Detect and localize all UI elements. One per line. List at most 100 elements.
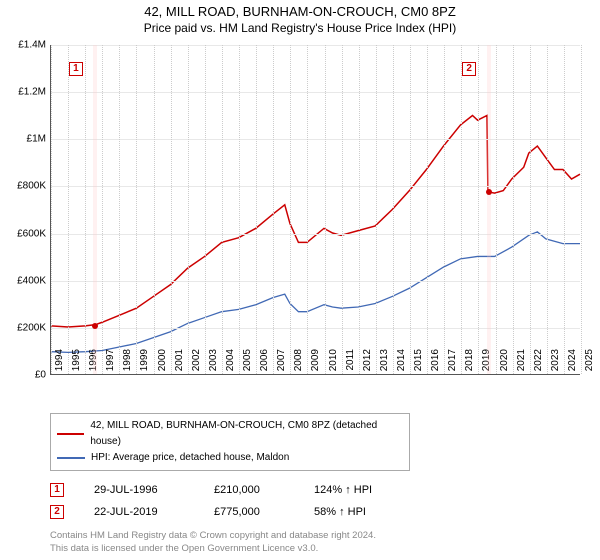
x-axis-tick-label: 2008 — [293, 349, 304, 379]
grid-line-v — [444, 45, 445, 374]
grid-line-v — [290, 45, 291, 374]
x-axis-tick-label: 2009 — [310, 349, 321, 379]
grid-line-v — [530, 45, 531, 374]
grid-line-v — [427, 45, 428, 374]
grid-line-h — [51, 186, 580, 187]
series-line — [51, 232, 580, 353]
grid-line-v — [581, 45, 582, 374]
grid-line-v — [513, 45, 514, 374]
grid-line-v — [205, 45, 206, 374]
legend-label: 42, MILL ROAD, BURNHAM-ON-CROUCH, CM0 8P… — [90, 418, 403, 450]
title-line-2: Price paid vs. HM Land Registry's House … — [0, 21, 600, 35]
x-axis-tick-label: 2011 — [345, 349, 356, 379]
grid-line-v — [136, 45, 137, 374]
transaction-row-marker: 2 — [50, 505, 64, 519]
grid-line-v — [239, 45, 240, 374]
grid-line-h — [51, 281, 580, 282]
x-axis-tick-label: 1999 — [139, 349, 150, 379]
x-axis-tick-label: 2014 — [396, 349, 407, 379]
grid-line-v — [222, 45, 223, 374]
grid-line-v — [171, 45, 172, 374]
x-axis-tick-label: 2003 — [208, 349, 219, 379]
x-axis-tick-label: 2016 — [430, 349, 441, 379]
y-axis-tick-label: £600K — [2, 228, 46, 239]
y-axis-tick-label: £400K — [2, 275, 46, 286]
x-axis-tick-label: 2001 — [174, 349, 185, 379]
legend-swatch — [57, 457, 85, 459]
transaction-row-marker: 1 — [50, 483, 64, 497]
x-axis-tick-label: 1998 — [122, 349, 133, 379]
x-axis-tick-label: 1994 — [54, 349, 65, 379]
chart-footer: Contains HM Land Registry data © Crown c… — [50, 529, 600, 555]
transaction-marker: 1 — [69, 62, 83, 76]
grid-line-v — [461, 45, 462, 374]
grid-line-v — [393, 45, 394, 374]
grid-line-v — [273, 45, 274, 374]
grid-line-h — [51, 45, 580, 46]
chart-title-block: 42, MILL ROAD, BURNHAM-ON-CROUCH, CM0 8P… — [0, 0, 600, 35]
grid-line-v — [154, 45, 155, 374]
y-axis-tick-label: £1M — [2, 134, 46, 145]
transaction-date: 29-JUL-1996 — [94, 484, 184, 496]
grid-line-h — [51, 234, 580, 235]
legend-swatch — [57, 433, 84, 435]
grid-line-v — [376, 45, 377, 374]
x-axis-tick-label: 2004 — [225, 349, 236, 379]
transaction-band — [487, 45, 491, 374]
grid-line-v — [68, 45, 69, 374]
transaction-hpi: 58% ↑ HPI — [314, 506, 404, 518]
legend-item: HPI: Average price, detached house, Mald… — [57, 450, 403, 466]
y-axis-tick-label: £0 — [2, 370, 46, 381]
x-axis-tick-label: 2017 — [447, 349, 458, 379]
grid-line-h — [51, 328, 580, 329]
y-axis-tick-label: £200K — [2, 322, 46, 333]
x-axis-tick-label: 2013 — [379, 349, 390, 379]
y-axis-tick-label: £1.4M — [2, 40, 46, 51]
grid-line-v — [342, 45, 343, 374]
x-axis-tick-label: 2012 — [362, 349, 373, 379]
transaction-row: 1 29-JUL-1996 £210,000 124% ↑ HPI — [50, 479, 600, 501]
grid-line-v — [307, 45, 308, 374]
grid-line-v — [564, 45, 565, 374]
grid-line-v — [547, 45, 548, 374]
grid-line-v — [410, 45, 411, 374]
legend-item: 42, MILL ROAD, BURNHAM-ON-CROUCH, CM0 8P… — [57, 418, 403, 450]
x-axis-tick-label: 2018 — [464, 349, 475, 379]
x-axis-tick-label: 2020 — [499, 349, 510, 379]
x-axis-tick-label: 2002 — [191, 349, 202, 379]
grid-line-h — [51, 92, 580, 93]
transaction-marker: 2 — [462, 62, 476, 76]
x-axis-tick-label: 2005 — [242, 349, 253, 379]
transaction-dot — [486, 189, 492, 195]
x-axis-tick-label: 2021 — [516, 349, 527, 379]
x-axis-tick-label: 1997 — [105, 349, 116, 379]
grid-line-v — [102, 45, 103, 374]
x-axis-tick-label: 2006 — [259, 349, 270, 379]
x-axis-tick-label: 2010 — [328, 349, 339, 379]
y-axis-tick-label: £1.2M — [2, 87, 46, 98]
transaction-row: 222-JUL-2019£775,00058% ↑ HPI — [50, 501, 600, 523]
title-line-1: 42, MILL ROAD, BURNHAM-ON-CROUCH, CM0 8P… — [0, 4, 600, 19]
grid-line-v — [256, 45, 257, 374]
grid-line-v — [51, 45, 52, 374]
transaction-price: £775,000 — [214, 506, 284, 518]
x-axis-tick-label: 2015 — [413, 349, 424, 379]
footer-line-2: This data is licensed under the Open Gov… — [50, 542, 600, 555]
grid-line-v — [85, 45, 86, 374]
grid-line-h — [51, 139, 580, 140]
x-axis-tick-label: 2023 — [550, 349, 561, 379]
x-axis-tick-label: 2024 — [567, 349, 578, 379]
footer-line-1: Contains HM Land Registry data © Crown c… — [50, 529, 600, 542]
grid-line-v — [119, 45, 120, 374]
x-axis-tick-label: 2000 — [157, 349, 168, 379]
transaction-price: £210,000 — [214, 484, 284, 496]
x-axis-tick-label: 1995 — [71, 349, 82, 379]
chart-series-svg — [51, 45, 580, 374]
x-axis-tick-label: 2022 — [533, 349, 544, 379]
x-axis-tick-label: 2007 — [276, 349, 287, 379]
transaction-dot — [92, 323, 98, 329]
grid-line-v — [496, 45, 497, 374]
grid-line-v — [188, 45, 189, 374]
transaction-hpi: 124% ↑ HPI — [314, 484, 404, 496]
chart-plot-area: £0£200K£400K£600K£800K£1M£1.2M£1.4M19941… — [50, 45, 580, 375]
